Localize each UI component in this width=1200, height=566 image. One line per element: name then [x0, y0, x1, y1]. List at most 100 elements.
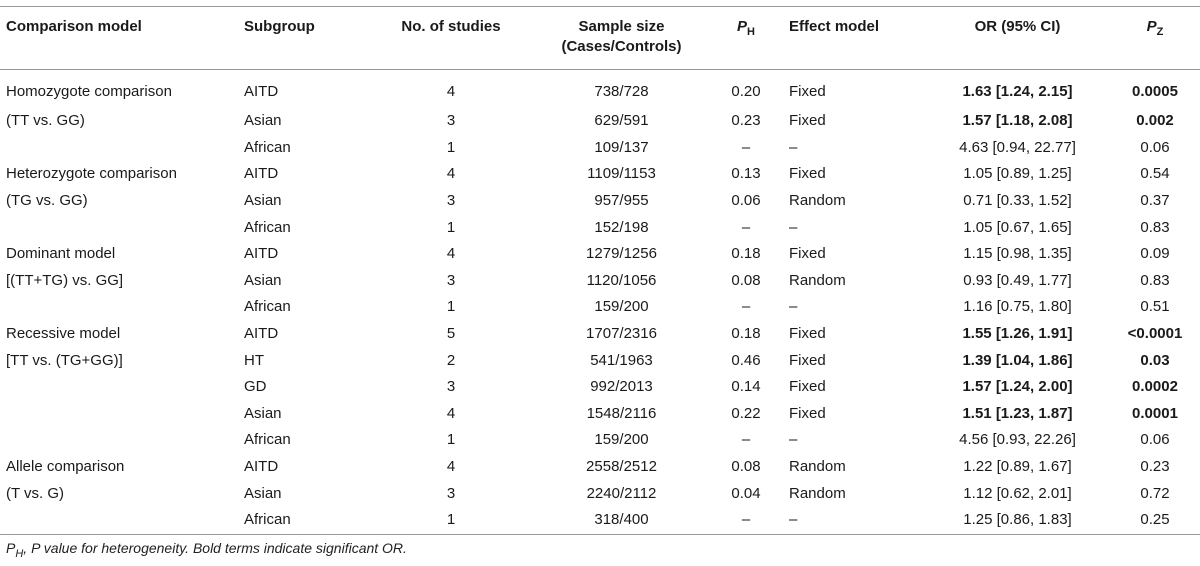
table-row: Heterozygote comparison AITD 4 1109/1153 0.1… — [0, 161, 1200, 188]
cell-sample-size: 159/200 — [594, 298, 649, 316]
cell-comparison-model: (T vs. G) — [6, 484, 65, 502]
cell-or-ci: 1.51 [1.23, 1.87] — [962, 404, 1073, 422]
cell-sample-size: 1120/1056 — [586, 271, 657, 289]
header-sample-size-line1: Sample size — [578, 18, 665, 35]
cell-pz: 0.002 — [1136, 112, 1174, 130]
cell-effect-model: – — [789, 218, 798, 236]
cell-comparison-model — [0, 374, 238, 401]
header-pz-subscript: Z — [1156, 26, 1164, 38]
cell-subgroup: HT — [244, 351, 264, 369]
cell-sample-size: 109/137 — [594, 138, 649, 156]
cell-pz: 0.06 — [1140, 138, 1170, 156]
table-row: (T vs. G) Asian 3 2240/2112 0.04 Random 1.12 [… — [0, 480, 1200, 507]
cell-effect-model: Random — [789, 484, 846, 502]
cell-sample-size: 541/1963 — [590, 351, 653, 369]
header-sample-size-line2: (Cases/Controls) — [561, 38, 682, 55]
cell-sample-size: 318/400 — [534, 506, 709, 535]
cell-or-ci: 1.15 [0.98, 1.35] — [963, 245, 1072, 263]
cell-sample-size: 957/955 — [594, 192, 649, 210]
table-row: African 1 159/200 – – 1.16 [0.75, 1.80] 0.51 — [0, 294, 1200, 321]
cell-effect-model: Fixed — [789, 351, 826, 369]
cell-no-of-studies: 4 — [446, 165, 456, 183]
cell-or-ci: 1.57 [1.18, 2.08] — [962, 112, 1073, 130]
cell-comparison-model — [0, 506, 238, 535]
cell-sample-size: 629/591 — [594, 112, 649, 130]
cell-effect-model: Fixed — [789, 378, 826, 396]
cell-no-of-studies: 2 — [446, 351, 456, 369]
table-row: (TG vs. GG) Asian 3 957/955 0.06 Random 0.71 [… — [0, 188, 1200, 215]
footnote-text: , P value for heterogeneity. Bold terms … — [23, 540, 407, 556]
header-ph-subscript: H — [747, 26, 755, 38]
cell-no-of-studies: 3 — [446, 484, 456, 502]
cell-subgroup: AITD — [244, 325, 279, 343]
results-table: Comparison model Subgroup No. of studies… — [0, 6, 1200, 535]
table-row: Dominant model AITD 4 1279/1256 0.18 Fixed 1.1… — [0, 241, 1200, 268]
cell-comparison-model: (TG vs. GG) — [6, 192, 88, 210]
table-row: Recessive model AITD 5 1707/2316 0.18 Fixed 1.… — [0, 321, 1200, 348]
cell-or-ci: 0.93 [0.49, 1.77] — [963, 271, 1072, 289]
table-row: Homozygote comparison AITD 4 738/728 0.20 Fix… — [0, 70, 1200, 109]
cell-subgroup: African — [244, 138, 291, 156]
cell-sample-size: 992/2013 — [590, 378, 653, 396]
cell-ph: 0.18 — [731, 245, 761, 263]
cell-subgroup: AITD — [244, 458, 279, 476]
cell-pz: 0.06 — [1140, 431, 1170, 449]
header-ph-symbol: P — [737, 18, 748, 35]
cell-pz: 0.23 — [1140, 458, 1170, 476]
cell-ph: – — [741, 138, 751, 156]
cell-no-of-studies: 3 — [446, 192, 456, 210]
cell-effect-model: Fixed — [789, 83, 826, 100]
cell-ph: 0.18 — [731, 325, 761, 343]
footnote-ph-symbol: P — [6, 540, 16, 556]
cell-pz: 0.83 — [1140, 218, 1170, 236]
cell-comparison-model — [0, 214, 238, 241]
cell-subgroup: African — [238, 506, 368, 535]
table-row: Allele comparison AITD 4 2558/2512 0.08 Rando… — [0, 454, 1200, 481]
cell-no-of-studies: 1 — [368, 506, 534, 535]
cell-or-ci: 1.55 [1.26, 1.91] — [962, 325, 1073, 343]
cell-comparison-model: (TT vs. GG) — [6, 112, 85, 130]
cell-subgroup: AITD — [244, 165, 279, 183]
table-row: African 1 318/400– –1.25 [0.86, 1.83] 0.25 — [0, 506, 1200, 535]
cell-subgroup: African — [244, 431, 291, 449]
cell-no-of-studies: 4 — [446, 458, 456, 476]
table-row: [(TT+TG) vs. GG] Asian 3 1120/1056 0.08 Rando… — [0, 268, 1200, 295]
header-or-ci: OR (95% CI) — [925, 6, 1110, 70]
cell-comparison-model: Recessive model — [6, 325, 121, 343]
cell-sample-size: 2240/2112 — [586, 484, 657, 502]
cell-subgroup: Asian — [244, 192, 282, 210]
cell-no-of-studies: 4 — [446, 83, 456, 100]
table-footnote: PH, P value for heterogeneity. Bold term… — [6, 540, 407, 560]
cell-or-ci: 0.71 [0.33, 1.52] — [963, 192, 1072, 210]
cell-ph: – — [741, 298, 751, 316]
cell-effect-model: – — [789, 298, 798, 316]
header-comparison-model: Comparison model — [0, 6, 238, 70]
cell-ph: 0.23 — [731, 112, 761, 130]
cell-or-ci: 1.05 [0.67, 1.65] — [963, 218, 1072, 236]
cell-subgroup: AITD — [244, 83, 279, 100]
cell-effect-model: Fixed — [789, 404, 826, 422]
cell-subgroup: GD — [244, 378, 267, 396]
cell-pz: 0.54 — [1140, 165, 1170, 183]
cell-subgroup: Asian — [244, 484, 282, 502]
cell-ph: 0.08 — [731, 458, 761, 476]
header-subgroup: Subgroup — [238, 6, 368, 70]
cell-effect-model: Random — [789, 271, 846, 289]
cell-comparison-model — [0, 427, 238, 454]
cell-or-ci: 1.16 [0.75, 1.80] — [963, 298, 1072, 316]
cell-pz: 0.0005 — [1132, 83, 1178, 100]
cell-comparison-model — [0, 294, 238, 321]
cell-pz: 0.37 — [1140, 192, 1170, 210]
table-row: African 1 159/200 – – 4.56 [0.93, 22.26] 0.06 — [0, 427, 1200, 454]
cell-no-of-studies: 3 — [446, 112, 456, 130]
table-row: [TT vs. (TG+GG)] HT 2 541/1963 0.46 Fixed 1.39… — [0, 347, 1200, 374]
cell-no-of-studies: 3 — [446, 271, 456, 289]
cell-effect-model: – — [789, 431, 798, 449]
cell-pz: <0.0001 — [1127, 325, 1183, 343]
header-no-of-studies: No. of studies — [368, 6, 534, 70]
cell-sample-size: 1548/2116 — [586, 404, 657, 422]
table-row: African 1 109/137 – – 4.63 [0.94, 22.77] 0.06 — [0, 135, 1200, 162]
cell-pz: 0.25 — [1110, 506, 1200, 535]
cell-ph: 0.20 — [731, 83, 761, 100]
cell-or-ci: 1.25 [0.86, 1.83] — [925, 506, 1110, 535]
